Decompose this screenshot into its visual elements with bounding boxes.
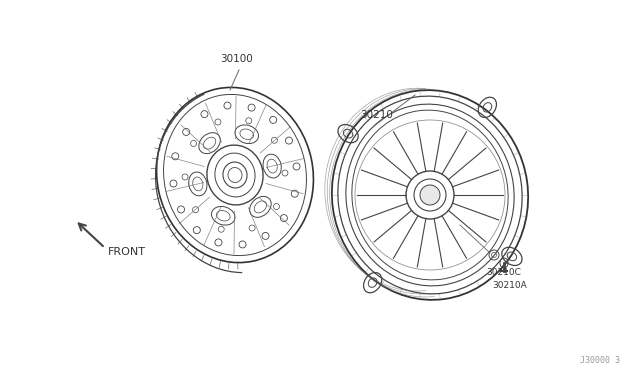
Text: 30210A: 30210A — [492, 281, 527, 290]
Text: 30100: 30100 — [220, 54, 253, 64]
Ellipse shape — [420, 185, 440, 205]
Text: 30210: 30210 — [360, 110, 393, 120]
Text: J30000 3: J30000 3 — [580, 356, 620, 365]
Text: FRONT: FRONT — [108, 247, 146, 257]
Text: 30210C: 30210C — [486, 268, 521, 277]
